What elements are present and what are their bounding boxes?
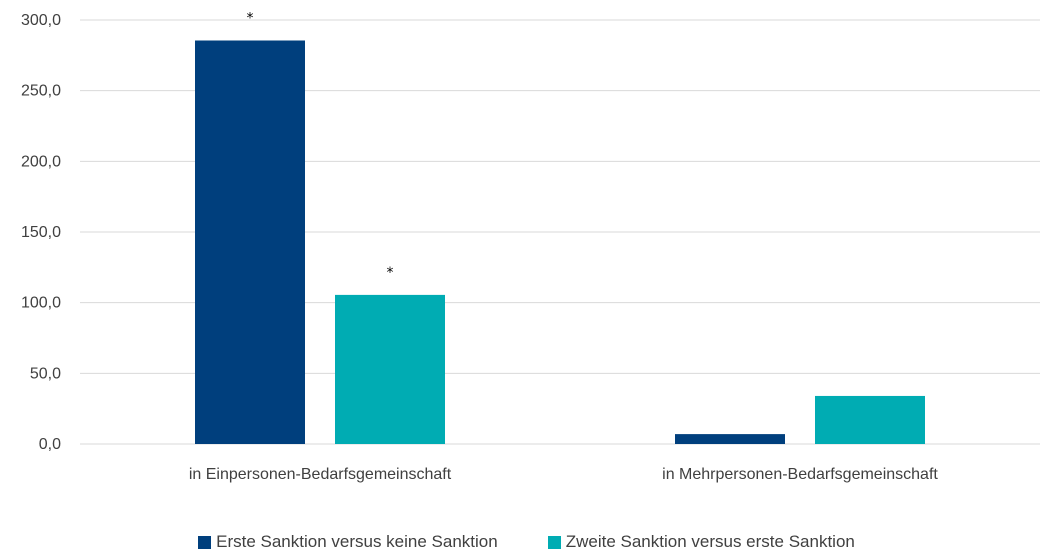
y-axis-ticks: 0,0 50,0 100,0 150,0 200,0 250,0 300,0 (21, 12, 61, 453)
x-category-label: in Einpersonen-Bedarfsgemeinschaft (189, 466, 452, 483)
bar-series-1-cat-1 (195, 40, 305, 444)
legend-item-series-1: Erste Sanktion versus keine Sanktion (198, 532, 498, 552)
legend-swatch-series-1 (198, 535, 212, 549)
y-tick-label: 250,0 (21, 83, 61, 100)
legend: Erste Sanktion versus keine Sanktion Zwe… (0, 531, 1053, 553)
bar-series-2-cat-2 (815, 395, 925, 444)
bar-series-2-cat-1 (335, 294, 445, 444)
y-tick-label: 300,0 (21, 12, 61, 29)
significance-marker: * (387, 265, 394, 281)
significance-markers: ** (247, 10, 394, 280)
x-category-label: in Mehrpersonen-Bedarfsgemeinschaft (662, 466, 938, 483)
y-tick-label: 50,0 (30, 365, 61, 382)
y-tick-label: 200,0 (21, 153, 61, 170)
legend-label-series-2: Zweite Sanktion versus erste Sanktion (565, 532, 855, 551)
bar-series-1-cat-2 (675, 434, 785, 444)
y-tick-label: 100,0 (21, 295, 61, 312)
bars (195, 40, 925, 444)
significance-marker: * (247, 10, 254, 26)
legend-label-series-1: Erste Sanktion versus keine Sanktion (216, 532, 498, 551)
x-axis-categories: in Einpersonen-Bedarfsgemeinschaft in Meh… (189, 466, 939, 483)
legend-item-series-2: Zweite Sanktion versus erste Sanktion (547, 532, 855, 552)
y-tick-label: 0,0 (39, 436, 61, 453)
legend-swatch-series-2 (547, 535, 561, 549)
y-tick-label: 150,0 (21, 224, 61, 241)
